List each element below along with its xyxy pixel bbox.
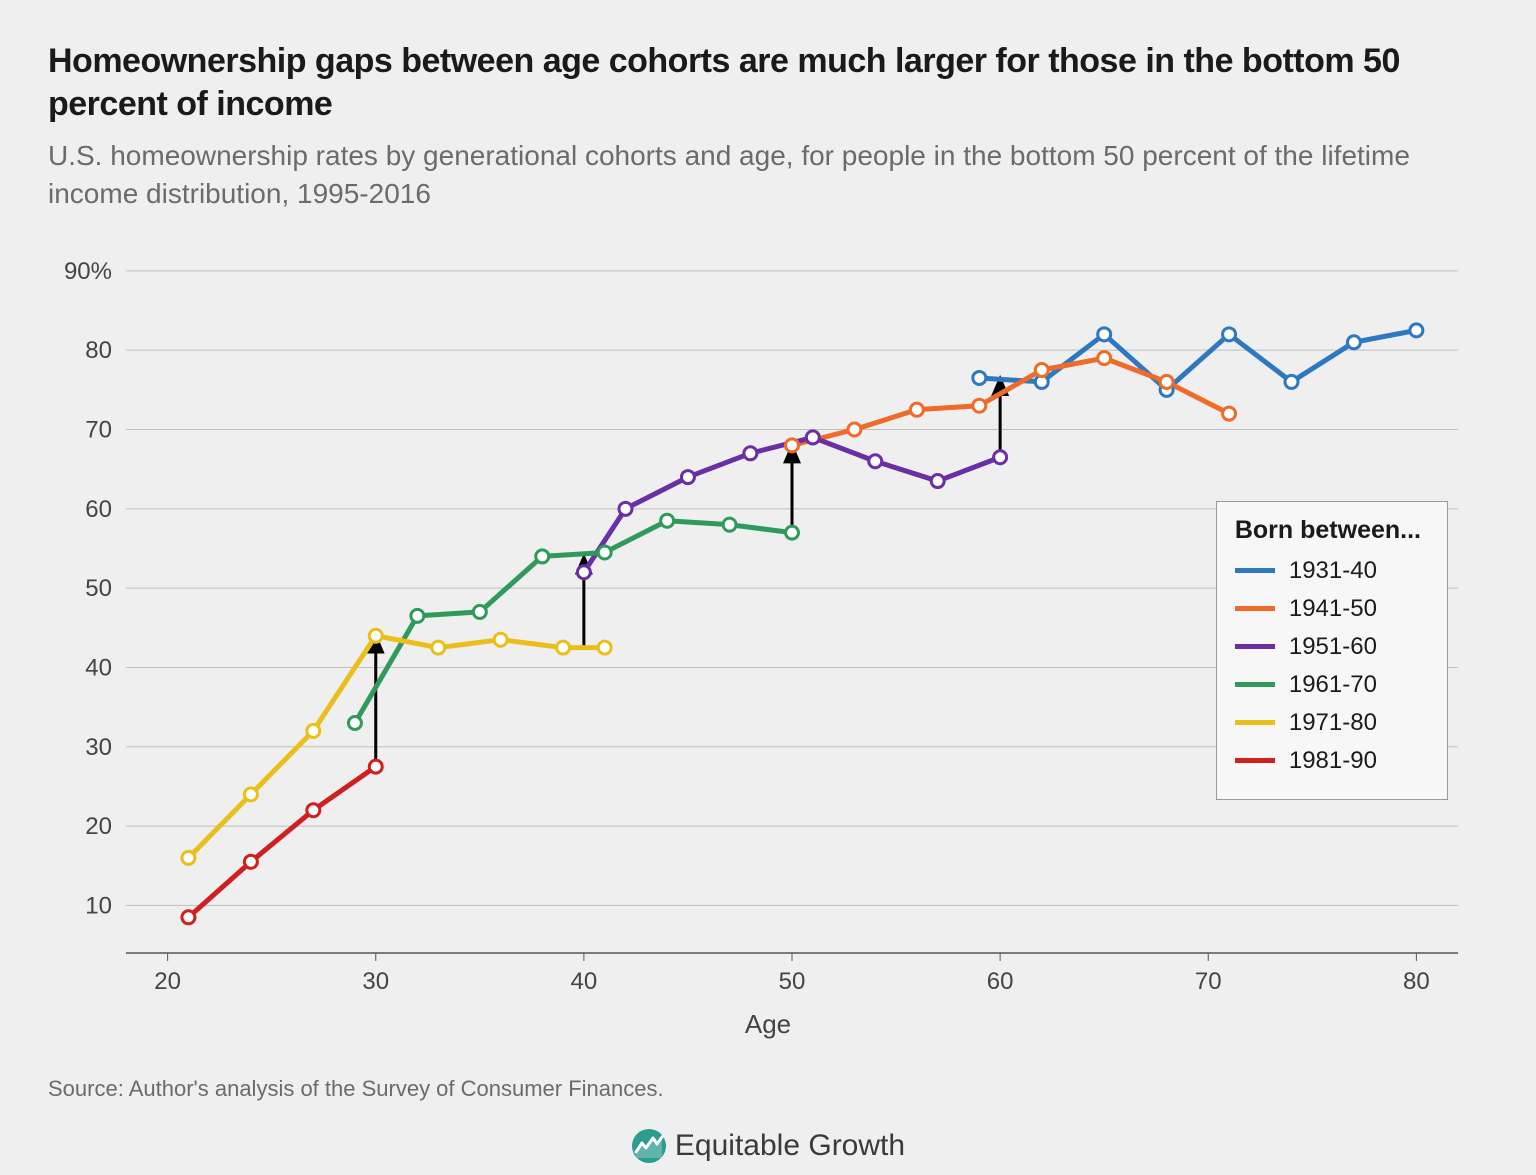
svg-text:40: 40: [85, 654, 112, 681]
logo-text: Equitable Growth: [675, 1129, 905, 1163]
chart-subtitle: U.S. homeownership rates by generational…: [48, 137, 1488, 213]
legend-item: 1971-80: [1235, 709, 1421, 737]
svg-text:10: 10: [85, 892, 112, 919]
legend-item: 1951-60: [1235, 633, 1421, 661]
svg-text:70: 70: [1195, 968, 1222, 995]
legend-swatch: [1235, 720, 1275, 725]
source-attribution: Source: Author's analysis of the Survey …: [48, 1076, 1488, 1102]
legend-swatch: [1235, 758, 1275, 763]
svg-text:90%: 90%: [64, 257, 112, 284]
legend-item: 1941-50: [1235, 595, 1421, 623]
svg-text:30: 30: [362, 968, 389, 995]
legend-label: 1961-70: [1289, 671, 1377, 699]
legend-label: 1981-90: [1289, 747, 1377, 775]
chart-container: Homeownership gaps between age cohorts a…: [0, 0, 1536, 1175]
svg-text:20: 20: [154, 968, 181, 995]
svg-text:40: 40: [571, 968, 598, 995]
legend: Born between... 1931-40 1941-50 1951-60 196…: [1216, 501, 1448, 800]
legend-title: Born between...: [1235, 516, 1421, 545]
legend-label: 1971-80: [1289, 709, 1377, 737]
legend-swatch: [1235, 606, 1275, 611]
chart-plot-area: 10 20 30 40 50 60 70 80 90% 20 30 40 50 60 70 80 Born b…: [48, 243, 1488, 1003]
legend-swatch: [1235, 682, 1275, 687]
legend-item: 1961-70: [1235, 671, 1421, 699]
x-axis-label: Age: [48, 1009, 1488, 1040]
legend-swatch: [1235, 568, 1275, 573]
svg-text:80: 80: [85, 337, 112, 364]
legend-item: 1931-40: [1235, 557, 1421, 585]
svg-text:80: 80: [1403, 968, 1430, 995]
equitable-growth-icon: [631, 1128, 667, 1164]
legend-label: 1951-60: [1289, 633, 1377, 661]
legend-item: 1981-90: [1235, 747, 1421, 775]
svg-text:50: 50: [85, 575, 112, 602]
svg-text:60: 60: [987, 968, 1014, 995]
svg-text:60: 60: [85, 495, 112, 522]
legend-swatch: [1235, 644, 1275, 649]
chart-title: Homeownership gaps between age cohorts a…: [48, 40, 1488, 125]
legend-label: 1941-50: [1289, 595, 1377, 623]
logo-row: Equitable Growth: [48, 1128, 1488, 1164]
svg-text:20: 20: [85, 813, 112, 840]
svg-text:50: 50: [779, 968, 806, 995]
legend-label: 1931-40: [1289, 557, 1377, 585]
svg-text:30: 30: [85, 733, 112, 760]
svg-text:70: 70: [85, 416, 112, 443]
